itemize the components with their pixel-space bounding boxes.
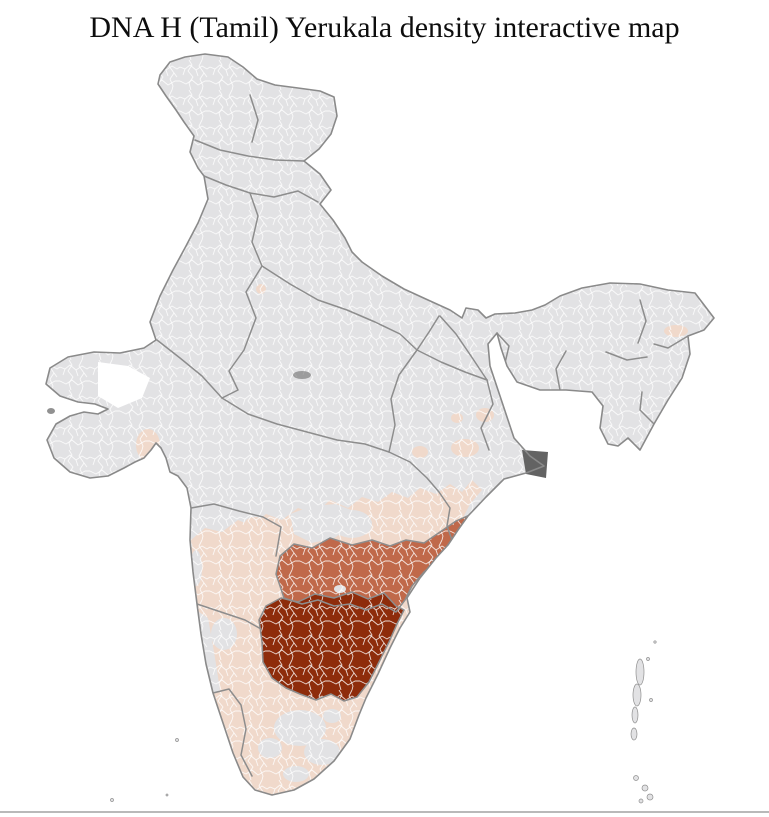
page-title: DNA H (Tamil) Yerukala density interacti… — [89, 11, 680, 44]
andaman-nicobar-islands[interactable] — [630, 640, 657, 804]
district-patch[interactable] — [159, 476, 173, 492]
dark-special-areas — [47, 371, 548, 478]
bottom-divider — [0, 811, 769, 813]
district-boundaries-texture — [46, 54, 714, 795]
state-borders — [156, 94, 689, 777]
lakshadweep-islands[interactable] — [110, 738, 179, 802]
